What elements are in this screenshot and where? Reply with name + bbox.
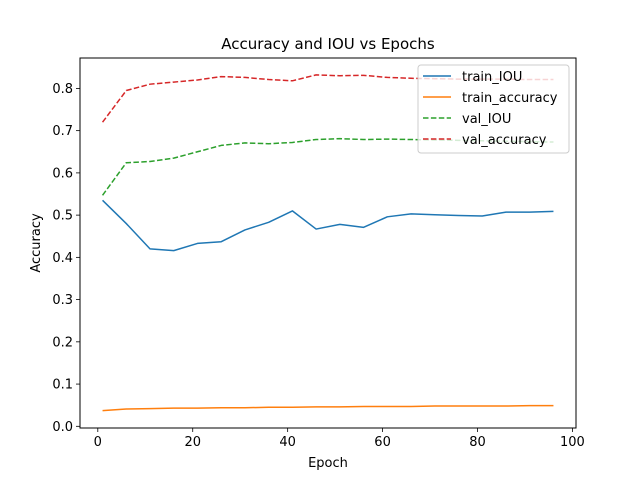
series-line-val-accuracy	[101, 74, 554, 123]
y-tick-label: 0.7	[52, 124, 73, 139]
x-axis: 0 20 40 60 80 100	[94, 428, 585, 450]
y-tick-label: 0.6	[52, 166, 73, 181]
x-tick-label: 40	[279, 435, 296, 450]
x-tick-label: 20	[184, 435, 201, 450]
series-line-train-accuracy	[102, 404, 554, 412]
x-tick-label: 100	[560, 435, 585, 450]
legend-label: val_IOU	[462, 112, 511, 127]
y-tick-label: 0.4	[52, 251, 73, 266]
legend-label: val_accuracy	[462, 133, 547, 148]
legend-label: train_accuracy	[462, 91, 558, 106]
legend-label: train_IOU	[462, 70, 522, 85]
series-line-val-iou	[101, 137, 554, 196]
series-line-train-iou	[102, 199, 554, 252]
y-tick-label: 0.0	[52, 420, 73, 435]
x-axis-label: Epoch	[308, 456, 348, 471]
x-tick-label: 0	[94, 435, 102, 450]
y-axis-label: Accuracy	[29, 213, 44, 273]
legend-box	[417, 64, 570, 154]
plot-frame	[79, 57, 577, 429]
y-tick-label: 0.5	[52, 209, 73, 224]
y-tick-label: 0.2	[52, 335, 73, 350]
y-tick-label: 0.1	[52, 378, 73, 393]
y-tick-label: 0.3	[52, 293, 73, 308]
legend: train_IOU train_accuracy val_IOU val_accura…	[417, 64, 570, 154]
plot-area	[101, 74, 554, 412]
x-tick-label: 60	[374, 435, 391, 450]
x-tick-label: 80	[469, 435, 486, 450]
y-tick-label: 0.8	[52, 82, 73, 97]
chart-title: Accuracy and IOU vs Epochs	[221, 35, 435, 53]
y-axis: 0.0 0.1 0.2 0.3 0.4 0.5 0.6 0.7 0.8	[52, 82, 80, 435]
